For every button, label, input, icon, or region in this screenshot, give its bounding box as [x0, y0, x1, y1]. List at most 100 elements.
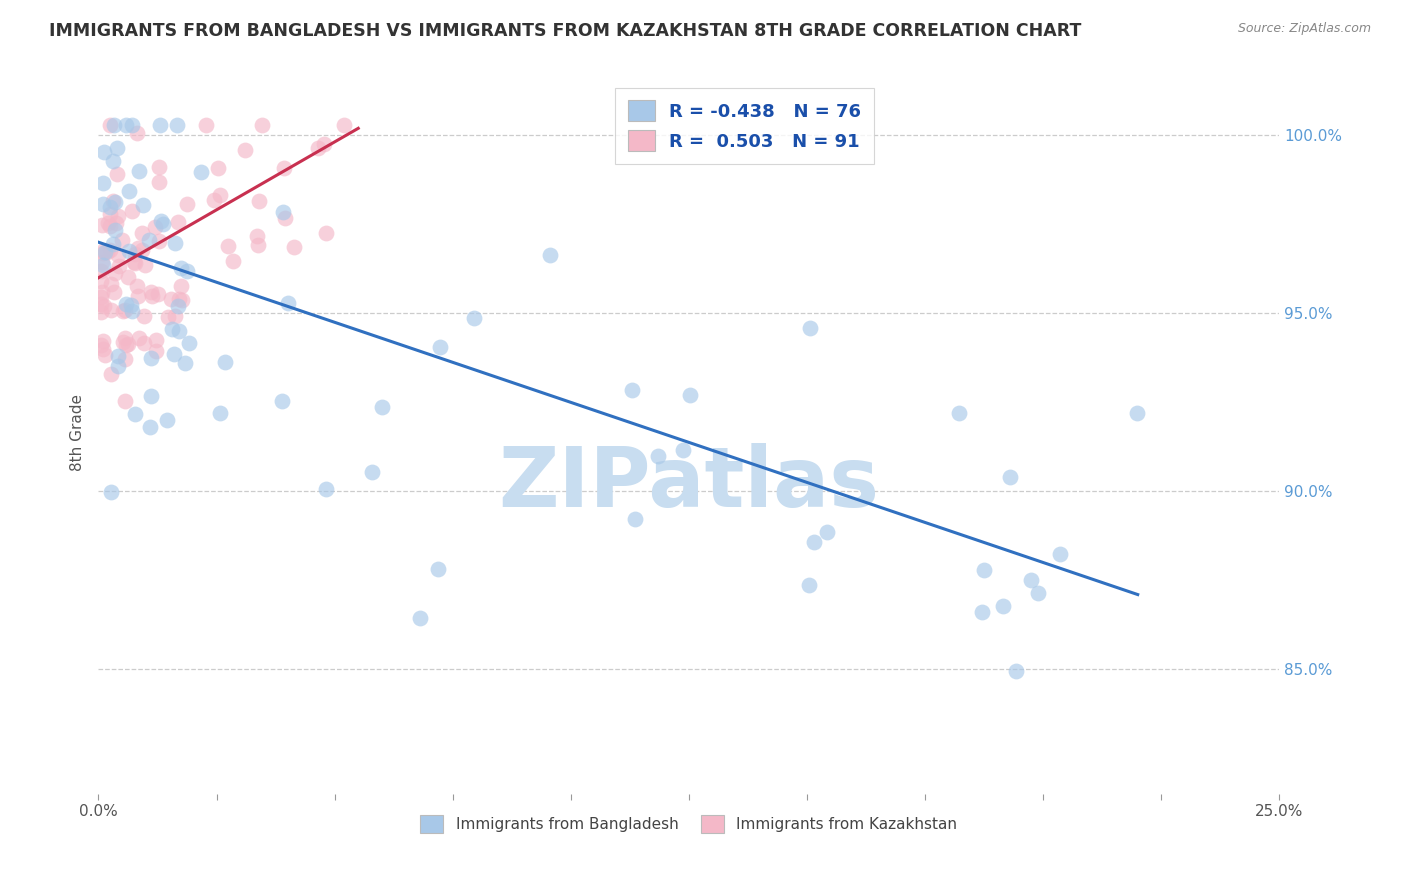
Point — [174, 356, 197, 370]
Text: ZIPatlas: ZIPatlas — [499, 442, 879, 524]
Point — [90, 290, 112, 304]
Point — [128, 331, 150, 345]
Point — [1126, 406, 1149, 420]
Point — [100, 368, 122, 382]
Point — [91, 176, 114, 190]
Point — [1005, 664, 1028, 678]
Point — [124, 255, 146, 269]
Point — [120, 298, 142, 312]
Point — [90, 304, 112, 318]
Text: Source: ZipAtlas.com: Source: ZipAtlas.com — [1237, 22, 1371, 36]
Point — [1021, 573, 1043, 587]
Point — [91, 245, 114, 260]
Point — [148, 161, 170, 175]
Point — [139, 285, 162, 300]
Point — [90, 274, 112, 288]
Point — [100, 484, 122, 499]
Point — [312, 136, 335, 151]
Point — [274, 211, 297, 226]
Point — [98, 118, 121, 132]
Point — [170, 278, 193, 293]
Point — [170, 293, 193, 308]
Point — [112, 303, 135, 318]
Point — [207, 161, 229, 176]
Point — [139, 351, 162, 365]
Point — [118, 184, 141, 198]
Point — [214, 355, 236, 369]
Point — [1026, 585, 1049, 599]
Point — [104, 266, 127, 280]
Point — [621, 384, 644, 398]
Point — [315, 227, 337, 241]
Point — [146, 287, 169, 301]
Point — [463, 310, 485, 325]
Point — [114, 338, 136, 352]
Point — [122, 254, 145, 268]
Point — [114, 297, 136, 311]
Point — [332, 118, 354, 132]
Point — [103, 285, 125, 300]
Point — [125, 126, 148, 140]
Point — [98, 243, 121, 257]
Point — [117, 337, 139, 351]
Point — [118, 244, 141, 258]
Point — [114, 394, 136, 409]
Point — [98, 219, 121, 233]
Point — [111, 334, 134, 349]
Point — [98, 207, 121, 221]
Point — [427, 562, 450, 576]
Point — [538, 248, 561, 262]
Point — [125, 279, 148, 293]
Point — [100, 303, 122, 318]
Point — [167, 292, 190, 306]
Point — [90, 285, 112, 300]
Point — [271, 394, 294, 409]
Point — [103, 118, 125, 132]
Point — [145, 333, 167, 347]
Point — [128, 164, 150, 178]
Point — [98, 200, 121, 214]
Point — [121, 304, 143, 318]
Point — [90, 338, 112, 352]
Point — [247, 194, 270, 208]
Point — [246, 238, 269, 252]
Y-axis label: 8th Grade: 8th Grade — [70, 394, 86, 471]
Point — [679, 387, 702, 401]
Point — [114, 331, 136, 345]
Point — [107, 260, 129, 274]
Point — [190, 165, 212, 179]
Point — [100, 277, 122, 291]
Point — [127, 289, 149, 303]
Point — [233, 143, 256, 157]
Point — [221, 254, 243, 268]
Point — [799, 578, 821, 592]
Point — [107, 167, 129, 181]
Point — [208, 187, 231, 202]
Point — [283, 239, 305, 253]
Point — [111, 233, 134, 247]
Point — [97, 216, 120, 230]
Point — [177, 336, 200, 351]
Point — [101, 154, 124, 169]
Point — [141, 289, 163, 303]
Point — [91, 255, 114, 269]
Point — [134, 258, 156, 272]
Point — [1049, 547, 1071, 561]
Point — [176, 196, 198, 211]
Point — [141, 389, 163, 403]
Point — [145, 344, 167, 359]
Point — [360, 465, 382, 479]
Point — [124, 407, 146, 421]
Point — [124, 247, 146, 261]
Point — [132, 336, 155, 351]
Legend: Immigrants from Bangladesh, Immigrants from Kazakhstan: Immigrants from Bangladesh, Immigrants f… — [413, 807, 965, 840]
Point — [148, 176, 170, 190]
Point — [107, 209, 129, 223]
Point — [209, 406, 232, 420]
Point — [315, 482, 337, 496]
Point — [150, 214, 173, 228]
Text: IMMIGRANTS FROM BANGLADESH VS IMMIGRANTS FROM KAZAKHSTAN 8TH GRADE CORRELATION C: IMMIGRANTS FROM BANGLADESH VS IMMIGRANTS… — [49, 22, 1081, 40]
Point — [131, 243, 153, 257]
Point — [170, 261, 193, 276]
Point — [91, 334, 114, 348]
